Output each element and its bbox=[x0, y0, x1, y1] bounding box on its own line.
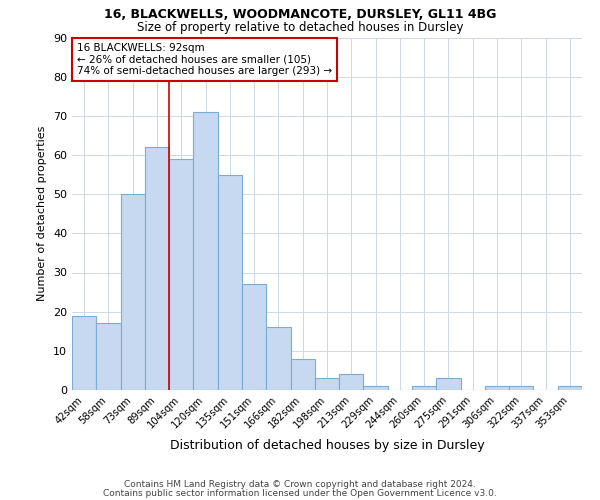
Text: 16, BLACKWELLS, WOODMANCOTE, DURSLEY, GL11 4BG: 16, BLACKWELLS, WOODMANCOTE, DURSLEY, GL… bbox=[104, 8, 496, 20]
Bar bbox=[364, 386, 388, 390]
Bar bbox=[558, 386, 582, 390]
Bar bbox=[412, 386, 436, 390]
Text: Contains HM Land Registry data © Crown copyright and database right 2024.: Contains HM Land Registry data © Crown c… bbox=[124, 480, 476, 489]
Bar bbox=[193, 112, 218, 390]
Bar bbox=[436, 378, 461, 390]
Text: Contains public sector information licensed under the Open Government Licence v3: Contains public sector information licen… bbox=[103, 490, 497, 498]
X-axis label: Distribution of detached houses by size in Dursley: Distribution of detached houses by size … bbox=[170, 439, 484, 452]
Text: Size of property relative to detached houses in Dursley: Size of property relative to detached ho… bbox=[137, 21, 463, 34]
Y-axis label: Number of detached properties: Number of detached properties bbox=[37, 126, 47, 302]
Bar bbox=[169, 159, 193, 390]
Bar bbox=[266, 328, 290, 390]
Bar bbox=[290, 358, 315, 390]
Text: 16 BLACKWELLS: 92sqm
← 26% of detached houses are smaller (105)
74% of semi-deta: 16 BLACKWELLS: 92sqm ← 26% of detached h… bbox=[77, 43, 332, 76]
Bar bbox=[509, 386, 533, 390]
Bar bbox=[218, 174, 242, 390]
Bar bbox=[339, 374, 364, 390]
Bar bbox=[242, 284, 266, 390]
Bar bbox=[121, 194, 145, 390]
Bar bbox=[485, 386, 509, 390]
Bar bbox=[72, 316, 96, 390]
Bar bbox=[145, 147, 169, 390]
Bar bbox=[96, 324, 121, 390]
Bar bbox=[315, 378, 339, 390]
